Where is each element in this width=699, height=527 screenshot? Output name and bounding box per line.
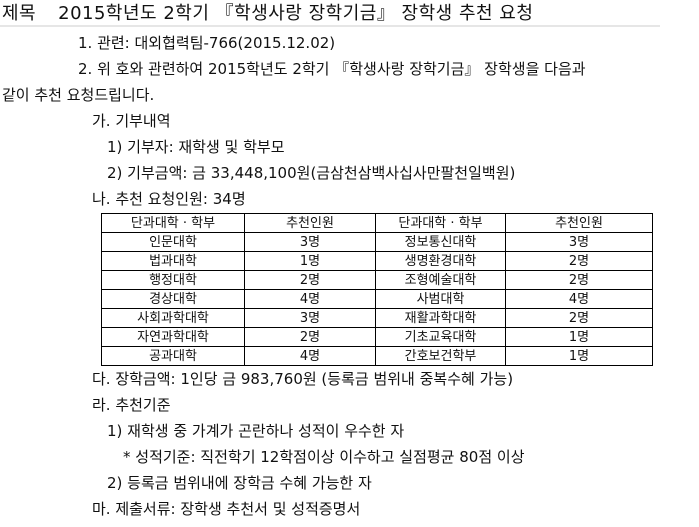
table-row: 법과대학 1명 생명환경대학 2명 xyxy=(101,251,653,271)
count-cell: 2명 xyxy=(505,251,653,271)
college-cell: 인문대학 xyxy=(101,232,245,252)
donation-amount-line: 2) 기부금액: 금 33,448,100원(금삼천삼백사십사만팔천일백원) xyxy=(107,164,516,182)
table-wrapper: 단과대학 · 학부 추천인원 단과대학 · 학부 추천인원 인문대학 3명 정보통신… xyxy=(0,213,699,366)
recommendation-table: 단과대학 · 학부 추천인원 단과대학 · 학부 추천인원 인문대학 3명 정보통신… xyxy=(101,213,653,366)
reference-line: 1. 관련: 대외협력팀-766(2015.12.02) xyxy=(78,34,336,52)
table-row: 행정대학 2명 조형예술대학 2명 xyxy=(101,270,653,290)
title-text: 2015학년도 2학기 『학생사랑 장학기금』 장학생 추천 요청 xyxy=(58,3,534,24)
table-row: 사회과학대학 3명 재활과학대학 2명 xyxy=(101,308,653,328)
count-cell: 4명 xyxy=(505,289,653,309)
count-cell: 2명 xyxy=(244,327,376,347)
table-row: 경상대학 4명 사범대학 4명 xyxy=(101,289,653,309)
college-cell: 행정대학 xyxy=(101,270,245,290)
count-cell: 4명 xyxy=(244,289,376,309)
criteria-1: 1) 재학생 중 가계가 곤란하나 성적이 우수한 자 xyxy=(107,422,405,440)
college-cell: 경상대학 xyxy=(101,289,245,309)
count-cell: 2명 xyxy=(505,308,653,328)
table-header-row: 단과대학 · 학부 추천인원 단과대학 · 학부 추천인원 xyxy=(101,213,653,233)
section-ma: 마. 제출서류: 장학생 추천서 및 성적증명서 xyxy=(92,500,361,518)
section-da: 다. 장학금액: 1인당 금 983,760원 (등록금 범위내 중복수혜 가능… xyxy=(92,370,514,388)
college-cell: 조형예술대학 xyxy=(375,270,506,290)
header-count: 추천인원 xyxy=(505,213,653,233)
college-cell: 사회과학대학 xyxy=(101,308,245,328)
count-cell: 3명 xyxy=(244,232,376,252)
table-row: 자연과학대학 2명 기초교육대학 1명 xyxy=(101,327,653,347)
criteria-1-note: * 성적기준: 직전학기 12학점이상 이수하고 실점평균 80점 이상 xyxy=(123,448,525,466)
table-row: 인문대학 3명 정보통신대학 3명 xyxy=(101,232,653,252)
college-cell: 재활과학대학 xyxy=(375,308,506,328)
college-cell: 공과대학 xyxy=(101,346,245,366)
section-na: 나. 추천 요청인원: 34명 xyxy=(92,190,246,208)
college-cell: 생명환경대학 xyxy=(375,251,506,271)
count-cell: 3명 xyxy=(505,232,653,252)
section-ra: 라. 추천기준 xyxy=(92,396,171,414)
title-divider xyxy=(0,25,660,27)
header-college: 단과대학 · 학부 xyxy=(375,213,506,233)
college-cell: 법과대학 xyxy=(101,251,245,271)
count-cell: 2명 xyxy=(505,270,653,290)
college-cell: 자연과학대학 xyxy=(101,327,245,347)
donor-line: 1) 기부자: 재학생 및 학부모 xyxy=(107,138,285,156)
criteria-2: 2) 등록금 범위내에 장학금 수혜 가능한 자 xyxy=(107,474,372,492)
header-college: 단과대학 · 학부 xyxy=(101,213,245,233)
table-row: 공과대학 4명 간호보건학부 1명 xyxy=(101,346,653,366)
count-cell: 1명 xyxy=(505,327,653,347)
title-label: 제목 xyxy=(2,3,37,24)
document-title: 제목 2015학년도 2학기 『학생사랑 장학기금』 장학생 추천 요청 xyxy=(0,3,699,25)
college-cell: 기초교육대학 xyxy=(375,327,506,347)
count-cell: 1명 xyxy=(505,346,653,366)
paragraph-2-line-1: 2. 위 호와 관련하여 2015학년도 2학기 『학생사랑 장학기금』 장학생… xyxy=(78,60,586,78)
section-ga: 가. 기부내역 xyxy=(92,112,171,130)
count-cell: 2명 xyxy=(244,270,376,290)
paragraph-2-line-2: 같이 추천 요청드립니다. xyxy=(2,86,155,104)
count-cell: 4명 xyxy=(244,346,376,366)
college-cell: 간호보건학부 xyxy=(375,346,506,366)
count-cell: 3명 xyxy=(244,308,376,328)
count-cell: 1명 xyxy=(244,251,376,271)
college-cell: 정보통신대학 xyxy=(375,232,506,252)
college-cell: 사범대학 xyxy=(375,289,506,309)
header-count: 추천인원 xyxy=(244,213,376,233)
